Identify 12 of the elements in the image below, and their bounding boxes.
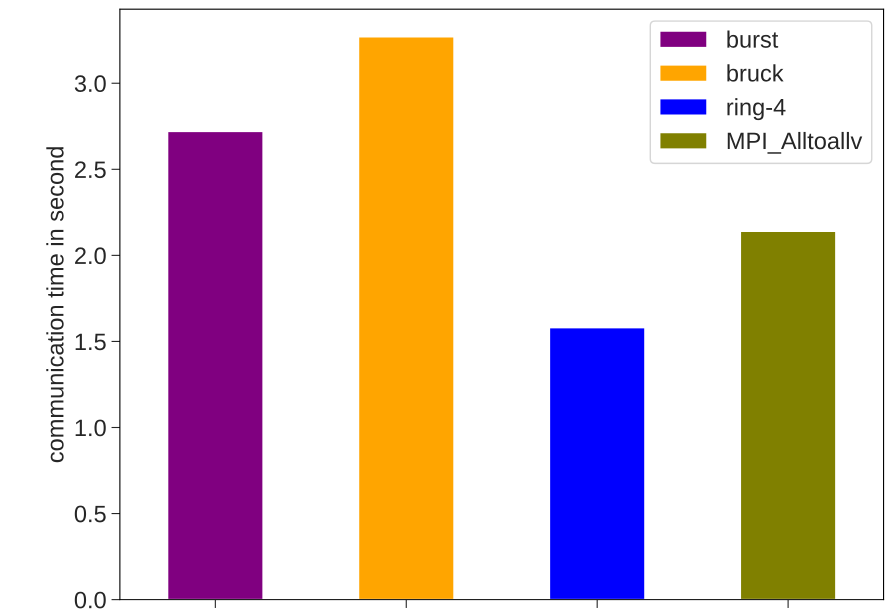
y-tick-label: 3.0 — [74, 75, 106, 92]
y-tick-label: 1.0 — [76, 420, 106, 436]
legend-label: bruck — [727, 64, 784, 82]
legend-label: ring-4 — [727, 98, 786, 120]
y-tick-label: 2.0 — [75, 247, 106, 264]
y-tick-label: 0.0 — [74, 592, 106, 608]
legend-label: MPI_Alltoallv — [728, 132, 862, 154]
legend-label: burst — [727, 30, 778, 48]
y-tick-label: 2.5 — [75, 161, 106, 178]
y-tick-label: 0.5 — [74, 506, 106, 522]
y-axis-title: communication time in second — [46, 147, 64, 462]
y-tick-label: 1.5 — [76, 334, 106, 350]
